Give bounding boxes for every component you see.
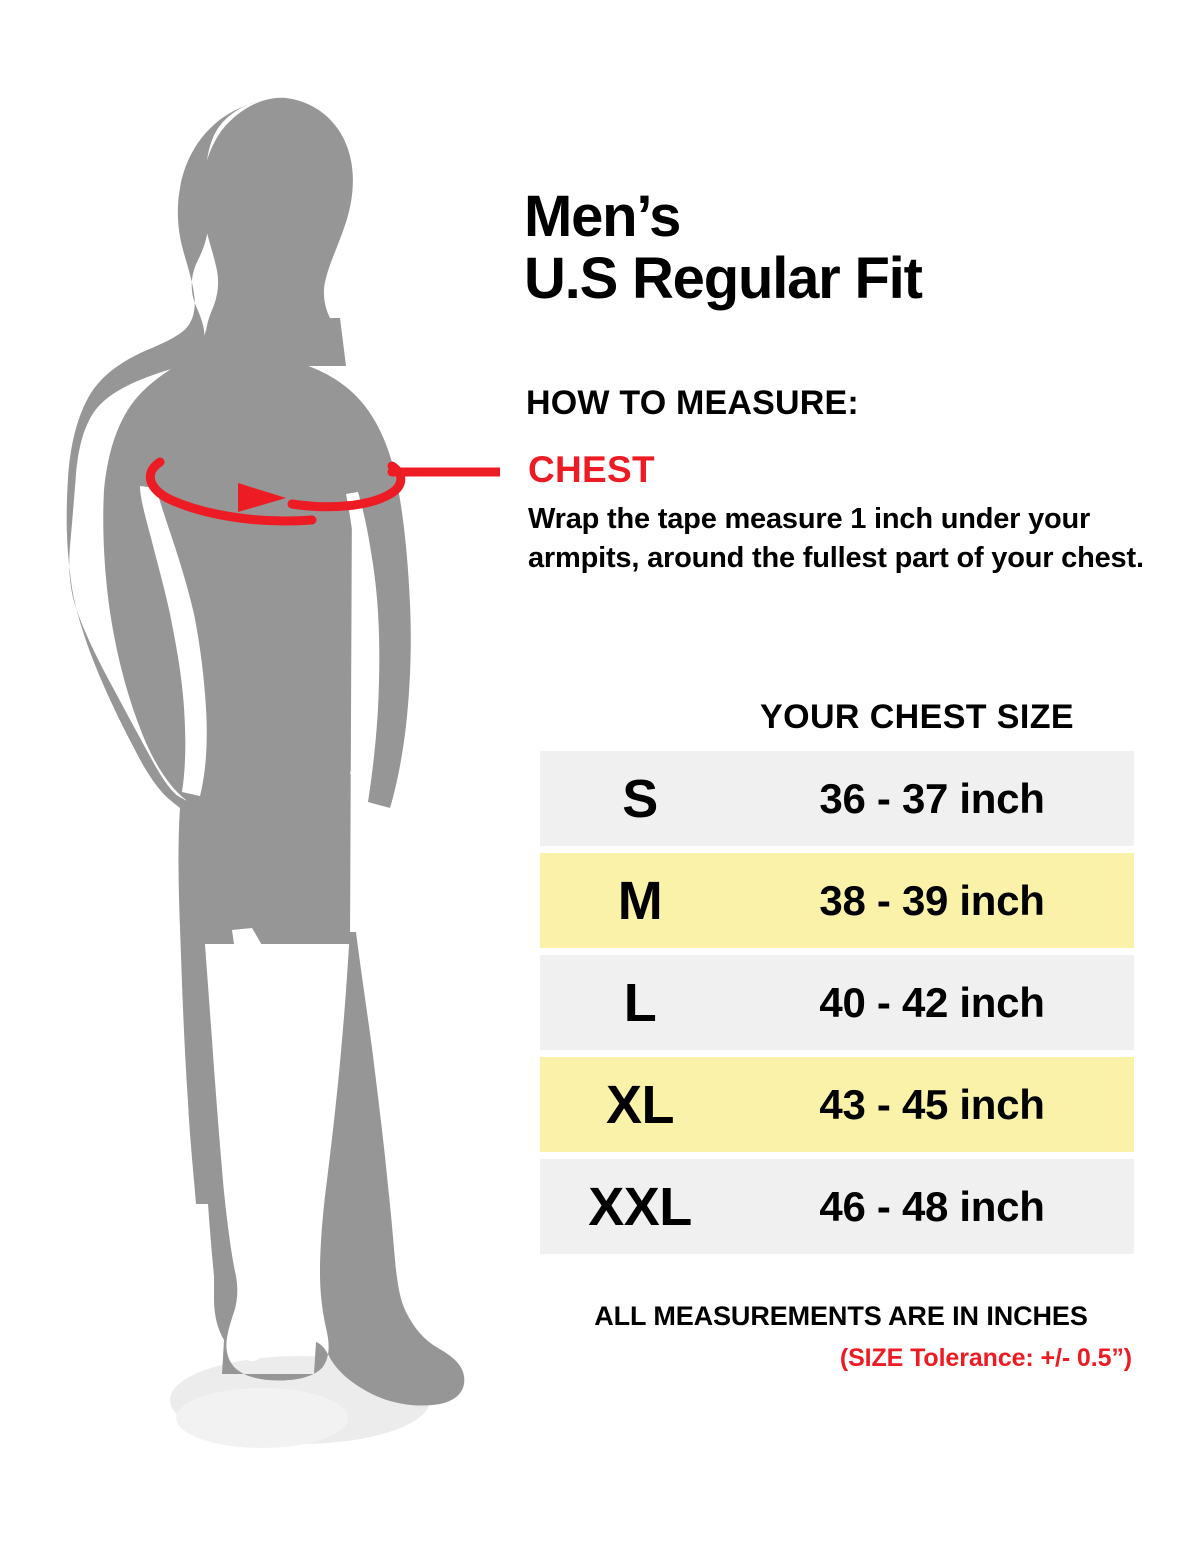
- silhouette-head: [201, 97, 353, 352]
- chest-wrap-arrow-icon: [145, 457, 500, 526]
- page-title: Men’s U.S Regular Fit: [524, 184, 1164, 312]
- chest-range-cell: 46 - 48 inch: [819, 1182, 1045, 1230]
- measurement-name-label: CHEST: [528, 449, 655, 490]
- size-table-heading: YOUR CHEST SIZE: [760, 698, 1074, 736]
- silhouette-torso-mass: [103, 330, 411, 944]
- table-row: M 38 - 39 inch: [540, 853, 1134, 948]
- chest-range-cell: 43 - 45 inch: [819, 1080, 1045, 1128]
- size-code-cell: S: [622, 768, 658, 829]
- chart-content-column: Men’s U.S Regular Fit HOW TO MEASURE: CH…: [524, 0, 1164, 1553]
- silhouette-neck: [202, 318, 346, 366]
- arm-gap-left: [140, 486, 207, 796]
- chest-range-cell: 38 - 39 inch: [819, 876, 1045, 924]
- tolerance-footnote: (SIZE Tolerance: +/- 0.5”): [839, 1344, 1132, 1372]
- leg-gap: [232, 928, 297, 1320]
- shoe-gap: [244, 1258, 283, 1362]
- size-code-cell: XL: [605, 1074, 675, 1135]
- size-code-cell: L: [623, 972, 657, 1033]
- size-code-cell: M: [617, 870, 663, 931]
- silhouette-body: [66, 98, 465, 1406]
- measurement-instructions: Wrap the tape measure 1 inch under your …: [528, 503, 1144, 574]
- page-title-line-1: Men’s: [524, 184, 681, 249]
- table-row: XL 43 - 45 inch: [540, 1057, 1134, 1152]
- table-row: L 40 - 42 inch: [540, 955, 1134, 1050]
- male-silhouette-figure: [66, 97, 500, 1448]
- table-row: S 36 - 37 inch: [540, 751, 1134, 846]
- size-code-cell: XXL: [588, 1176, 692, 1237]
- size-table: YOUR CHEST SIZE S 36 - 37 inch M 38 - 39…: [540, 698, 1134, 1261]
- model-figure-panel: [0, 0, 500, 1553]
- units-footnote: ALL MEASUREMENTS ARE IN INCHES: [594, 1301, 1088, 1331]
- chest-arrow-head: [238, 483, 286, 512]
- how-to-measure-heading: HOW TO MEASURE:: [526, 384, 859, 422]
- arm-gap-right: [346, 492, 379, 778]
- table-row: XXL 46 - 48 inch: [540, 1159, 1134, 1254]
- chest-arc-back: [145, 457, 317, 526]
- chest-range-cell: 36 - 37 inch: [819, 774, 1045, 822]
- figure-shadow-2: [176, 1388, 348, 1448]
- chest-range-cell: 40 - 42 inch: [819, 978, 1045, 1026]
- page-title-line-2: U.S Regular Fit: [524, 246, 923, 312]
